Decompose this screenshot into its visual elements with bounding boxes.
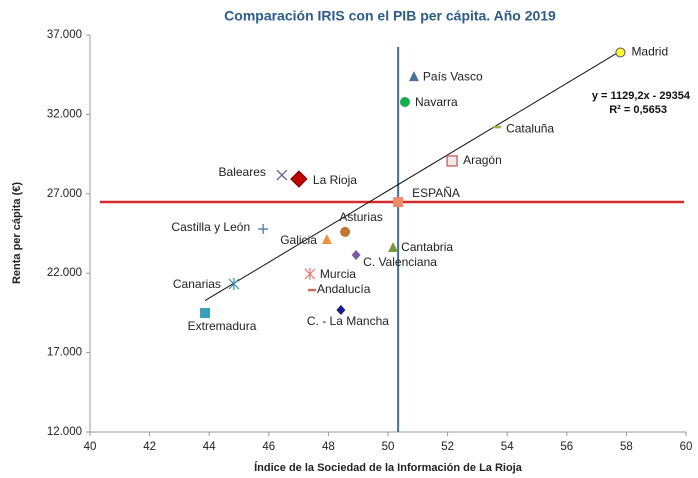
point <box>351 249 361 260</box>
point-label: Madrid <box>631 45 668 59</box>
x-tick-label: 54 <box>501 441 514 453</box>
point-label: Navarra <box>415 95 458 109</box>
point <box>399 97 410 108</box>
y-tick-label: 22.000 <box>47 267 82 279</box>
chart-title: Comparación IRIS con el PIB per cápita. … <box>224 8 556 24</box>
point-label: C. - La Mancha <box>307 314 389 328</box>
point <box>276 169 288 181</box>
x-tick-label: 58 <box>620 441 633 453</box>
x-tick-label: 42 <box>143 441 156 453</box>
point-label: La Rioja <box>313 173 357 187</box>
point-label: Baleares <box>219 165 266 179</box>
x-tick-label: 60 <box>680 441 693 453</box>
y-tick-label: 32.000 <box>47 108 82 120</box>
point <box>228 277 240 290</box>
y-tick-label: 27.000 <box>47 188 82 200</box>
point <box>200 308 211 319</box>
point <box>258 224 269 235</box>
x-tick-label: 52 <box>441 441 454 453</box>
point <box>393 197 404 208</box>
y-axis-label: Renta per cápita (€) <box>11 182 23 284</box>
x-tick-label: 48 <box>322 441 335 453</box>
x-tick-label: 46 <box>262 441 275 453</box>
point <box>388 241 399 252</box>
point-label: ESPAÑA <box>412 186 460 200</box>
point <box>304 267 316 280</box>
point-label: Andalucía <box>317 282 371 296</box>
point-label: País Vasco <box>423 69 483 83</box>
y-tick-label: 37.000 <box>47 29 82 41</box>
x-tick-label: 44 <box>203 441 216 453</box>
point <box>336 305 346 316</box>
point-label: Canarias <box>173 277 221 291</box>
x-tick-label: 50 <box>382 441 395 453</box>
point <box>408 71 419 82</box>
r-squared: R² = 0,5653 <box>609 104 667 116</box>
x-tick-label: 56 <box>560 441 573 453</box>
point-label: C. Valenciana <box>363 255 437 269</box>
point-label: Castilla y León <box>171 220 250 234</box>
point <box>615 47 626 58</box>
trendline <box>204 50 621 301</box>
point <box>340 226 351 237</box>
y-tick-label: 12.000 <box>47 426 82 438</box>
point-label: Aragón <box>463 153 502 167</box>
x-axis-label: Índice de la Sociedad de la Información … <box>254 461 523 474</box>
point <box>321 234 332 245</box>
point-label: Cataluña <box>506 121 554 135</box>
point-label: Extremadura <box>188 319 257 333</box>
trend-equation: y = 1129,2x - 29354 <box>592 90 691 102</box>
point-label: Murcia <box>320 267 356 281</box>
point-label: Asturias <box>339 210 382 224</box>
point <box>446 155 458 167</box>
y-tick-label: 17.000 <box>47 347 82 359</box>
point-label: Cantabria <box>401 240 453 254</box>
x-tick-label: 40 <box>84 441 97 453</box>
point <box>290 170 308 188</box>
point-label: Galicia <box>280 233 317 247</box>
